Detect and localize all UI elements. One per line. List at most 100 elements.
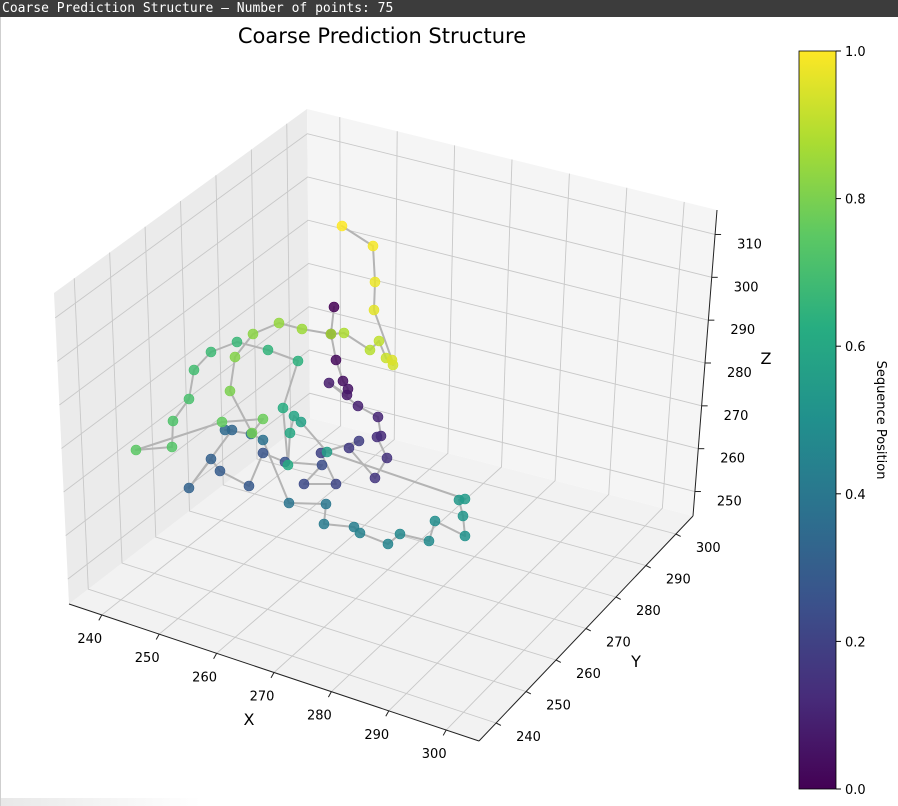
data-point [246, 427, 258, 439]
data-point [368, 304, 380, 316]
grid-line-x [331, 173, 570, 693]
data-point [338, 327, 350, 339]
data-point [354, 527, 366, 539]
backbone-segment [282, 360, 299, 409]
grid-line-y [73, 278, 497, 724]
axis-ticks: 240 250 260 270 280 290 300 240 250 260 270 280 290 3… [77, 233, 762, 762]
x-axis-tick-label: 280 [307, 709, 332, 724]
data-point [367, 240, 379, 252]
colorbar-gradient [798, 50, 837, 790]
grid-line-z [65, 349, 699, 536]
grid-line-y [144, 226, 557, 661]
backbone-segment [248, 452, 264, 487]
data-point [318, 518, 330, 530]
data-point [394, 528, 406, 540]
backbone-segment [282, 407, 289, 466]
data-point [166, 441, 178, 453]
backbone-segment [341, 225, 374, 247]
data-point [216, 416, 228, 428]
data-point [273, 317, 285, 329]
y-axis-tick [675, 533, 681, 537]
backbone-segment [326, 451, 466, 500]
data-point [320, 498, 332, 510]
backbone-segment [219, 470, 250, 487]
grid-line-x [445, 201, 685, 731]
floor-pane [69, 418, 693, 741]
y-axis-tick-label: 290 [666, 573, 691, 588]
data-point [386, 354, 398, 366]
data-point [282, 459, 294, 471]
grid-line-z [67, 392, 696, 580]
backbone-segment [229, 390, 253, 434]
data-point [336, 220, 348, 232]
grid-line-y [109, 252, 527, 692]
data-point [283, 497, 295, 509]
y-axis-label: Y [630, 652, 641, 671]
data-point [224, 385, 236, 397]
left-pane [54, 109, 310, 604]
window-title-bar: Coarse Prediction Structure — Number of … [0, 0, 898, 17]
data-point [257, 413, 269, 425]
y-axis-tick-label: 270 [606, 636, 631, 651]
y-axis-tick [585, 628, 592, 632]
data-point [330, 478, 342, 490]
grid-line-x [216, 145, 456, 654]
axes-grid [54, 117, 716, 731]
y-axis-tick [615, 596, 621, 600]
data-point [382, 538, 394, 550]
backbone-segment [300, 421, 328, 453]
z-axis-tick-label: 250 [717, 495, 742, 510]
data-point [316, 459, 328, 471]
data-point [373, 335, 385, 347]
x-axis-tick-label: 290 [364, 728, 389, 743]
y-axis-tick [525, 691, 532, 695]
grid-line-y [215, 175, 617, 598]
data-point [337, 375, 349, 387]
data-point [288, 410, 300, 422]
x-axis-tick [385, 710, 390, 717]
data-point [231, 336, 243, 348]
colorbar-tick-label: 0.0 [845, 783, 866, 798]
plot-canvas: 240 250 260 270 280 290 300 240 250 260 270 280 290 3… [0, 17, 898, 806]
colorbar-tick-label: 1.0 [845, 45, 866, 60]
data-point [205, 346, 217, 358]
x-axis-tick [98, 614, 103, 621]
data-point [457, 510, 469, 522]
x-axis-tick [442, 729, 447, 736]
y-axis-tick-label: 260 [576, 667, 601, 682]
backbone-segment [229, 356, 236, 392]
data-point [130, 444, 142, 456]
colorbar-tick-label: 0.6 [845, 340, 866, 355]
data-point [229, 351, 241, 363]
x-axis-tick-label: 300 [422, 747, 447, 762]
colorbar-label: Sequence Position [873, 361, 888, 480]
data-point [292, 355, 304, 367]
axes-panes [54, 109, 717, 741]
data-point [330, 354, 342, 366]
data-point [167, 415, 179, 427]
z-axis-tick-label: 310 [737, 237, 762, 252]
backbone-segment [135, 446, 173, 451]
scroll-shadow [1, 798, 201, 806]
backbone-segment [221, 418, 264, 423]
data-point [183, 393, 195, 405]
grid-line-z [59, 219, 709, 406]
data-point [364, 344, 376, 356]
y-axis-tick [555, 659, 562, 663]
data-point [352, 400, 364, 412]
data-point [262, 344, 274, 356]
data-point [296, 323, 308, 335]
data-point [341, 389, 353, 401]
backbone-segment [267, 349, 299, 362]
grid-line-x [101, 117, 342, 616]
grid-line-z [63, 306, 702, 493]
data-point [372, 411, 384, 423]
y-axis-tick-label: 250 [546, 699, 571, 714]
data-point [328, 301, 340, 313]
colorbar-tick-label: 0.8 [845, 193, 866, 208]
data-point [459, 530, 471, 542]
data-point [381, 452, 393, 464]
data-point [371, 431, 383, 443]
backbone-segment [373, 309, 393, 361]
data-point [205, 453, 217, 465]
